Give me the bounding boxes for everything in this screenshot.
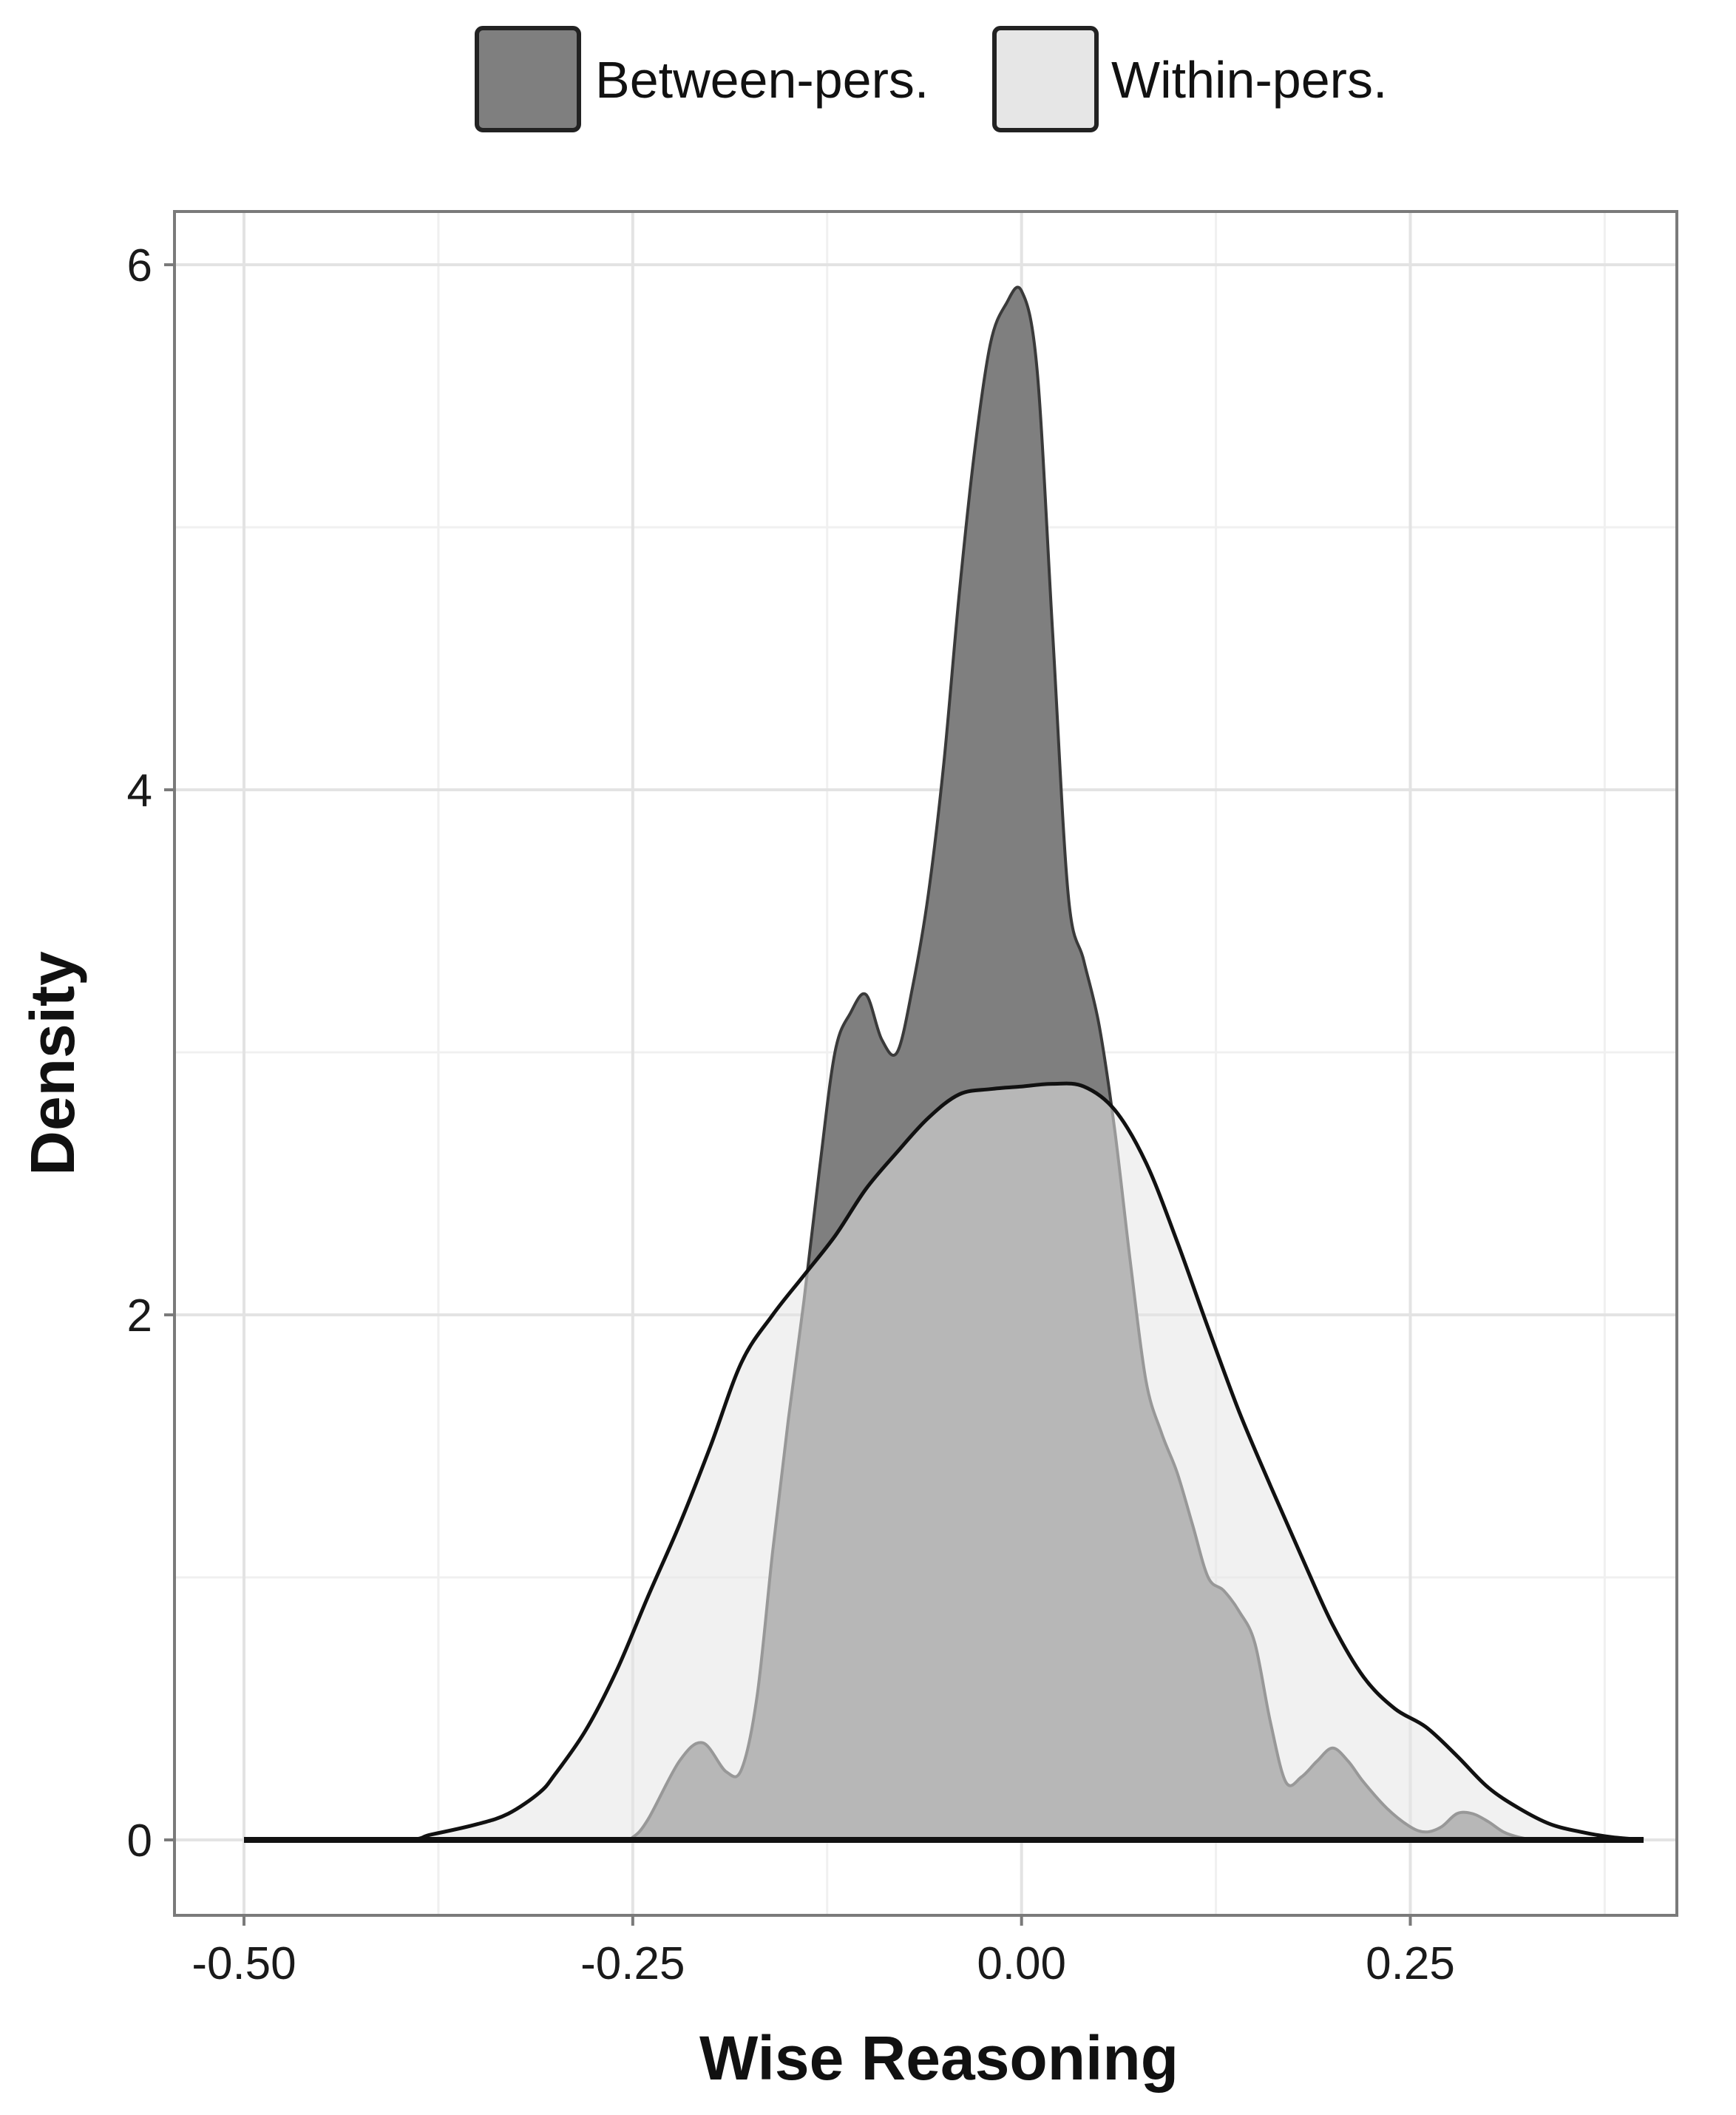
y-tick-label: 4	[127, 765, 152, 816]
legend-label-within: Within-pers.	[1111, 51, 1387, 109]
x-tick-label: 0.25	[1366, 1938, 1455, 1989]
x-tick-label: -0.25	[580, 1938, 685, 1989]
x-tick-label: -0.50	[191, 1938, 296, 1989]
y-axis-title: Density	[18, 951, 87, 1176]
density-line-within-pers	[243, 1081, 1644, 1843]
series-layer	[243, 285, 1644, 1843]
plot-border	[173, 210, 1678, 1917]
legend: Between-pers. Within-pers.	[475, 26, 1387, 132]
legend-label-between: Between-pers.	[595, 51, 929, 109]
legend-key-between	[475, 26, 581, 132]
x-axis-title: Wise Reasoning	[699, 2023, 1179, 2093]
x-axis-ticks: -0.50 -0.25 0.00 0.25	[191, 1915, 1455, 1989]
density-area-within-pers	[244, 1083, 1644, 1841]
y-tick-label: 2	[127, 1290, 152, 1341]
y-tick-label: 6	[127, 240, 152, 291]
y-axis-ticks: 0 2 4 6	[127, 240, 174, 1867]
legend-key-within	[992, 26, 1099, 132]
x-tick-label: 0.00	[977, 1938, 1066, 1989]
y-tick-label: 0	[127, 1815, 152, 1867]
density-area-between-pers	[244, 287, 1644, 1841]
